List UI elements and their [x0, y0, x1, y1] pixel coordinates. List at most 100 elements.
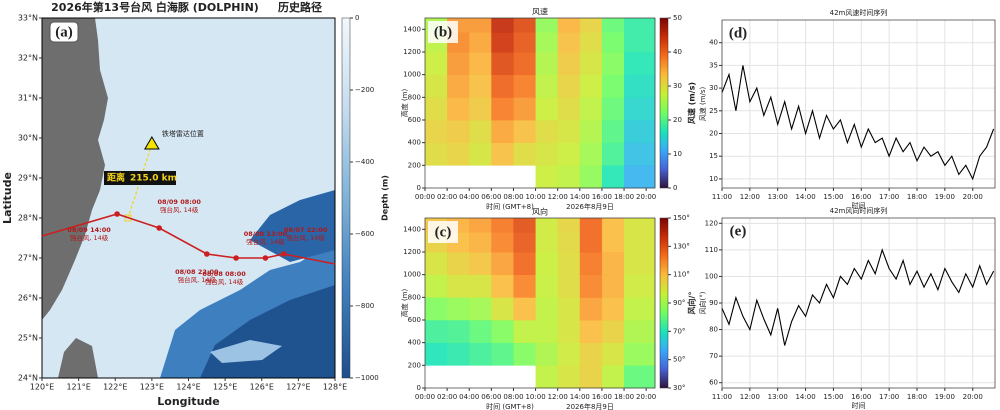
x-tick-label: 18:00 — [907, 393, 927, 401]
x-tick-label: 15:00 — [823, 393, 843, 401]
track-point — [262, 255, 269, 261]
colorbar-tick-label: 110° — [673, 271, 690, 279]
y-tick-label: 35 — [709, 61, 718, 69]
series-line — [721, 248, 995, 346]
y-axis-label: 高度 (m) — [400, 288, 409, 317]
heat-cell — [579, 120, 603, 143]
heat-cell — [579, 165, 603, 189]
x-tick-label: 18:00 — [614, 393, 634, 401]
chart-title: 风向 — [532, 207, 548, 217]
panel-label-box — [49, 21, 79, 43]
y-tick-label: 25°N — [18, 334, 38, 343]
heat-cell — [624, 218, 656, 233]
heat-cell — [557, 274, 581, 298]
heat-cell — [557, 18, 581, 33]
colorbar-tick-label: −400 — [355, 158, 374, 166]
x-tick-label: 02:00 — [437, 393, 457, 401]
track-time: 08/08 22:00 — [175, 268, 219, 276]
heat-cell — [425, 252, 448, 275]
x-tick-label: 14:00 — [795, 193, 815, 201]
heat-cell — [601, 232, 625, 253]
x-tick-label: 14:00 — [570, 193, 590, 201]
heat-cell — [624, 52, 656, 75]
heat-cell — [601, 165, 625, 189]
x-tick-label: 12:00 — [740, 193, 760, 201]
heat-cell — [557, 320, 581, 343]
distance-box — [104, 171, 176, 185]
y-tick-label: 24°N — [18, 374, 38, 383]
heat-cell — [535, 320, 558, 343]
x-tick-label: 16:00 — [851, 193, 871, 201]
heat-cell — [624, 32, 656, 53]
x-tick-label: 04:00 — [459, 193, 479, 201]
track-level: 强台风, 14级 — [205, 277, 244, 286]
heat-cell — [535, 274, 558, 298]
heat-cell — [447, 52, 470, 75]
heat-cell — [601, 297, 625, 321]
x-tick-label: 123°E — [140, 383, 164, 392]
colorbar-tick-label: −600 — [355, 230, 374, 238]
x-axis-label: Longitude — [157, 395, 219, 408]
x-tick-label: 19:00 — [935, 193, 955, 201]
x-tick-label: 125°E — [213, 383, 237, 392]
heat-cell — [624, 297, 656, 321]
x-tick-label: 16:00 — [851, 393, 871, 401]
x-tick-label: 127°E — [286, 383, 310, 392]
track-time: 08/09 14:00 — [67, 226, 111, 234]
heat-cell — [491, 274, 514, 298]
heat-cell — [425, 342, 448, 366]
heat-cell — [491, 218, 514, 233]
y-tick-label: 0 — [417, 384, 421, 392]
colorbar-tick-label: 50 — [673, 14, 682, 22]
x-tick-label: 12:00 — [740, 393, 760, 401]
heat-cell — [491, 297, 514, 321]
heat-cell — [624, 142, 656, 166]
y-tick-label: 1000 — [403, 271, 421, 279]
heat-cell — [469, 342, 492, 366]
heat-cell — [513, 232, 536, 253]
colorbar-label: Depth (m) — [381, 175, 390, 221]
x-tick-label: 17:00 — [879, 193, 899, 201]
track-point — [280, 251, 287, 257]
y-tick-label: 29°N — [18, 174, 38, 183]
heat-cell — [447, 274, 470, 298]
y-tick-label: 200 — [408, 161, 421, 169]
chart-title: 2026年第13号台风 白海豚 (DOLPHIN) — [51, 0, 259, 14]
x-axis-label: 时间 (GMT+8) — [486, 202, 534, 211]
heat-cell — [491, 342, 514, 366]
panel-label-box — [428, 221, 458, 243]
heat-cell — [579, 32, 603, 53]
y-tick-label: 1200 — [403, 248, 421, 256]
heat-cell — [557, 365, 581, 389]
colorbar-tick-label: −200 — [355, 86, 374, 94]
track-point — [204, 251, 210, 257]
heat-cell — [513, 342, 536, 366]
heat-cell — [557, 165, 581, 189]
heat-cell — [601, 97, 625, 121]
x-tick-label: 02:00 — [437, 193, 457, 201]
colorbar-tick-label: 130° — [673, 242, 690, 250]
x-tick-label: 19:00 — [935, 393, 955, 401]
heat-cell — [557, 120, 581, 143]
x-tick-label: 11:00 — [712, 193, 732, 201]
heat-cell — [624, 97, 656, 121]
heat-cell — [579, 52, 603, 75]
heat-cell — [469, 120, 492, 143]
y-tick-label: 31°N — [18, 94, 38, 103]
panel-label: (a) — [55, 24, 73, 40]
track-level: 强台风, 14级 — [287, 233, 326, 242]
heat-cell — [425, 52, 448, 75]
heat-cell — [425, 274, 448, 298]
x-tick-label: 04:00 — [459, 393, 479, 401]
map-background — [42, 18, 335, 378]
heat-cell — [601, 142, 625, 166]
y-axis-label: 风向(°) — [698, 291, 707, 314]
heat-cell — [513, 52, 536, 75]
heat-cell — [557, 74, 581, 98]
panel-label-box — [428, 21, 458, 43]
x-tick-label: 128°E — [323, 383, 347, 392]
heat-cell — [557, 142, 581, 166]
x-tick-label: 15:00 — [823, 193, 843, 201]
x-tick-label: 122°E — [103, 383, 127, 392]
heat-cell — [579, 252, 603, 275]
